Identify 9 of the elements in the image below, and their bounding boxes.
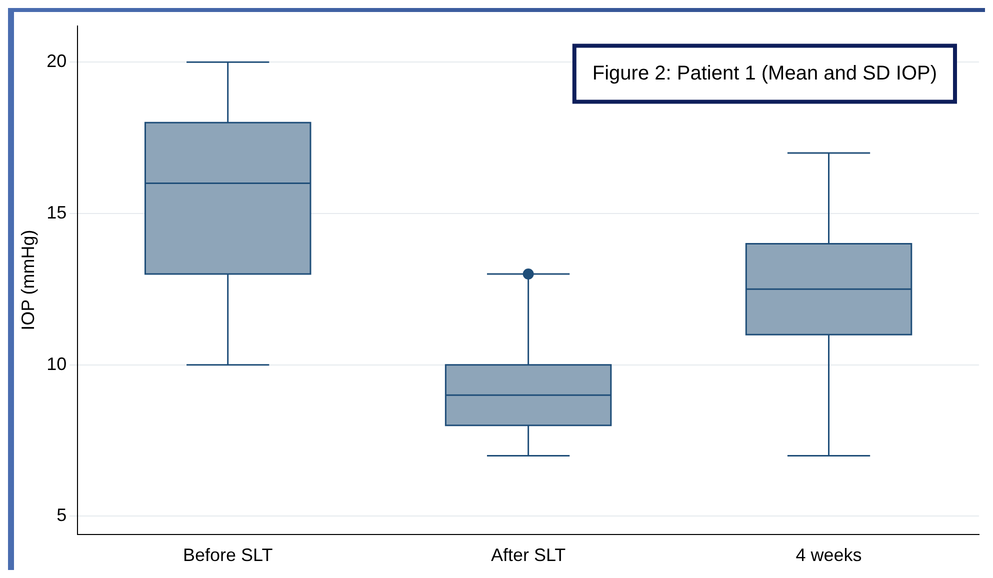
text: Figure 2: Patient 1 (Mean and SD IOP) [592, 62, 937, 84]
y-tick-label: 5 [56, 505, 67, 526]
x-tick-label: 4 weeks [796, 545, 862, 566]
y-tick-label: 20 [46, 51, 67, 72]
y-tick-label: 10 [46, 354, 67, 374]
x-tick-label: Before SLT [182, 545, 273, 566]
y-tick-label: 15 [46, 202, 67, 222]
x-tick-label: After SLT [490, 545, 566, 566]
y-axis-title: IOP (mmHg) [18, 230, 38, 330]
